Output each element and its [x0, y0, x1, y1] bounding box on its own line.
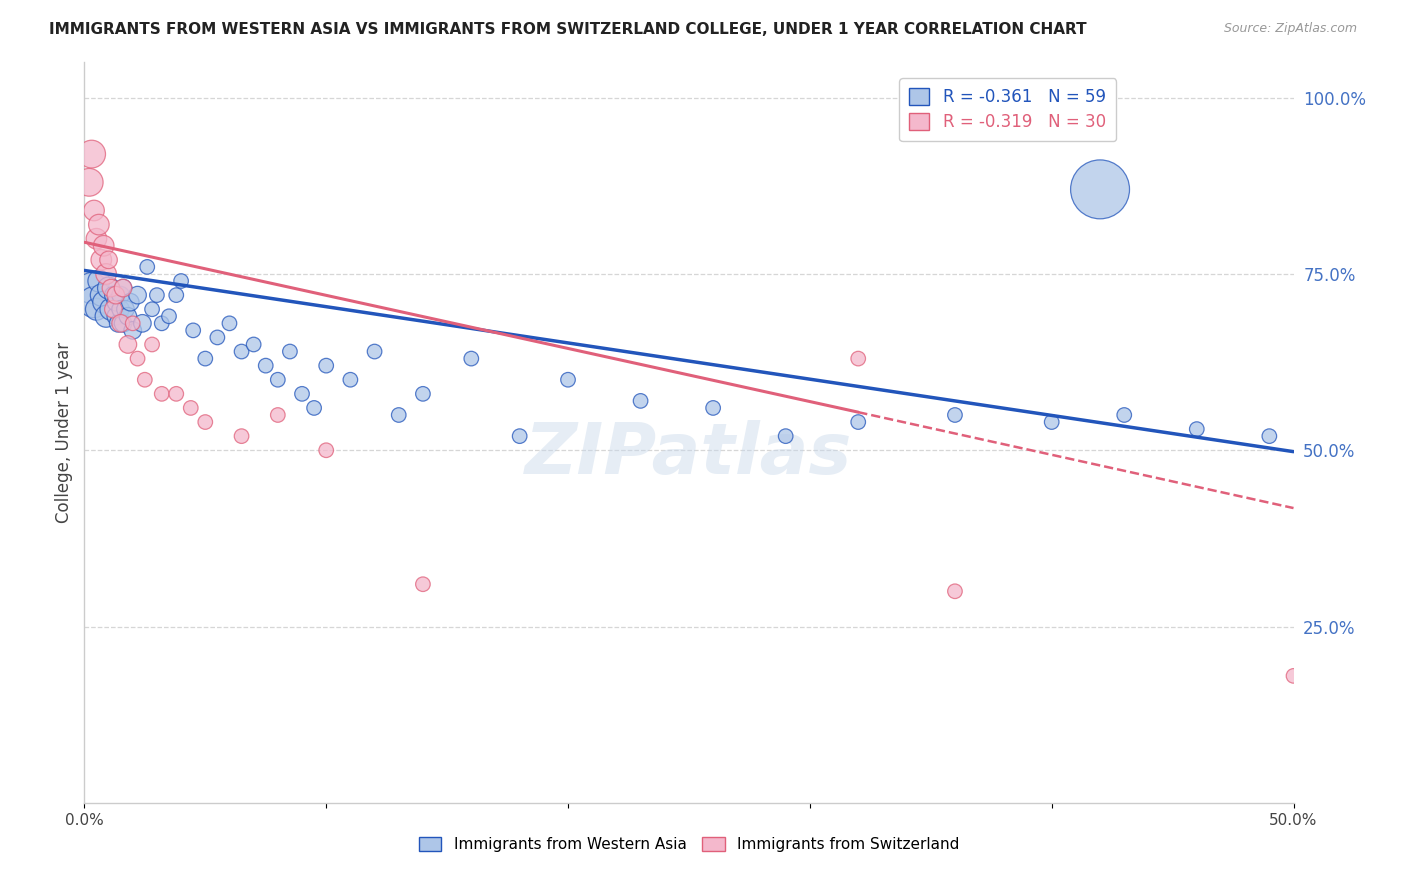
Point	[1282, 669, 1305, 683]
Point	[460, 351, 482, 366]
Point	[231, 429, 253, 443]
Point	[267, 373, 290, 387]
Point	[87, 274, 110, 288]
Point	[194, 351, 217, 366]
Point	[165, 288, 187, 302]
Text: Source: ZipAtlas.com: Source: ZipAtlas.com	[1223, 22, 1357, 36]
Point	[1114, 408, 1136, 422]
Point	[131, 316, 153, 330]
Point	[93, 239, 115, 253]
Point	[107, 316, 129, 330]
Point	[110, 288, 132, 302]
Point	[110, 302, 132, 317]
Point	[412, 577, 434, 591]
Legend: Immigrants from Western Asia, Immigrants from Switzerland: Immigrants from Western Asia, Immigrants…	[412, 830, 966, 858]
Point	[127, 351, 149, 366]
Point	[86, 232, 108, 246]
Text: ZIPatlas: ZIPatlas	[526, 420, 852, 490]
Point	[412, 387, 434, 401]
Point	[315, 443, 337, 458]
Point	[267, 408, 290, 422]
Point	[363, 344, 385, 359]
Point	[134, 373, 156, 387]
Point	[136, 260, 159, 274]
Point	[846, 415, 869, 429]
Point	[242, 337, 264, 351]
Point	[231, 344, 253, 359]
Point	[90, 252, 112, 267]
Point	[846, 351, 869, 366]
Point	[207, 330, 229, 344]
Point	[218, 316, 240, 330]
Point	[103, 288, 125, 302]
Text: IMMIGRANTS FROM WESTERN ASIA VS IMMIGRANTS FROM SWITZERLAND COLLEGE, UNDER 1 YEA: IMMIGRANTS FROM WESTERN ASIA VS IMMIGRAN…	[49, 22, 1087, 37]
Point	[104, 310, 127, 324]
Point	[557, 373, 579, 387]
Point	[170, 274, 193, 288]
Point	[104, 288, 127, 302]
Point	[114, 302, 136, 317]
Point	[150, 387, 173, 401]
Point	[127, 288, 149, 302]
Point	[302, 401, 325, 415]
Point	[1258, 429, 1281, 443]
Point	[117, 310, 139, 324]
Point	[87, 218, 110, 232]
Point	[121, 323, 143, 337]
Point	[1088, 182, 1111, 196]
Point	[291, 387, 314, 401]
Point	[278, 344, 301, 359]
Point	[165, 387, 187, 401]
Point	[194, 415, 217, 429]
Point	[112, 281, 135, 295]
Point	[103, 302, 125, 317]
Point	[104, 295, 127, 310]
Point	[121, 316, 143, 330]
Point	[83, 295, 105, 310]
Point	[181, 323, 204, 337]
Point	[83, 203, 105, 218]
Y-axis label: College, Under 1 year: College, Under 1 year	[55, 342, 73, 524]
Point	[180, 401, 202, 415]
Point	[97, 252, 120, 267]
Point	[157, 310, 180, 324]
Point	[1040, 415, 1063, 429]
Point	[150, 316, 173, 330]
Point	[141, 302, 163, 317]
Point	[775, 429, 797, 443]
Point	[509, 429, 531, 443]
Point	[315, 359, 337, 373]
Point	[943, 408, 966, 422]
Point	[120, 295, 142, 310]
Point	[141, 337, 163, 351]
Point	[110, 316, 132, 330]
Point	[94, 267, 117, 281]
Point	[77, 175, 100, 189]
Point	[86, 302, 108, 317]
Point	[80, 281, 103, 295]
Point	[1185, 422, 1208, 436]
Point	[117, 337, 139, 351]
Point	[97, 281, 120, 295]
Point	[388, 408, 411, 422]
Point	[943, 584, 966, 599]
Point	[90, 288, 112, 302]
Point	[702, 401, 724, 415]
Point	[630, 393, 652, 408]
Point	[112, 281, 135, 295]
Point	[254, 359, 277, 373]
Point	[93, 295, 115, 310]
Point	[112, 316, 135, 330]
Point	[146, 288, 169, 302]
Point	[100, 281, 122, 295]
Point	[100, 302, 122, 317]
Point	[94, 310, 117, 324]
Point	[339, 373, 361, 387]
Point	[80, 147, 103, 161]
